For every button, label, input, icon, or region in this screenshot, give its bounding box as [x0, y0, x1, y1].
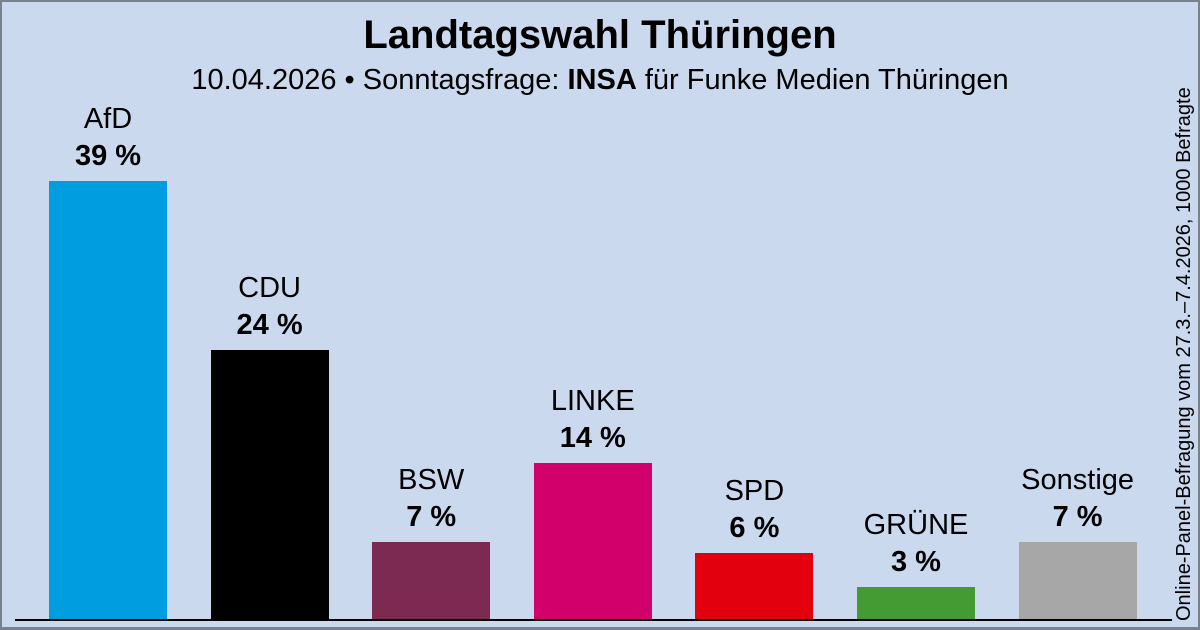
party-value: 3 %: [891, 546, 941, 578]
party-value: 7 %: [406, 501, 457, 533]
subtitle-date-segment: 10.04.2026 • Sonntagsfrage:: [191, 64, 568, 96]
bar-spd: [695, 553, 814, 621]
party-value: 24 %: [236, 309, 303, 341]
party-name: SPD: [724, 475, 785, 507]
bar-label-afd: AfD 39 %: [0, 101, 218, 175]
survey-method-note: Online-Panel-Befragung vom 27.3.–7.4.202…: [1173, 87, 1195, 621]
subtitle-institute: INSA: [567, 64, 637, 96]
party-name: AfD: [83, 103, 133, 135]
bar-label-spd: SPD 6 %: [644, 473, 864, 547]
chart-title: Landtagswahl Thüringen: [363, 13, 837, 57]
bar-linke: [533, 463, 652, 621]
bar-sonstige: [1018, 542, 1137, 621]
subtitle-client-segment: für Funke Medien Thüringen: [636, 64, 1009, 96]
party-value: 14 %: [559, 422, 626, 454]
bar-label-cdu: CDU 24 %: [160, 270, 380, 344]
bar-label-sonstige: Sonstige 7 %: [968, 462, 1188, 536]
chart-subtitle: 10.04.2026 • Sonntagsfrage: INSA für Fun…: [0, 62, 1200, 98]
bar-cdu: [210, 350, 329, 621]
bar-label-bsw: BSW 7 %: [321, 462, 541, 536]
bar-label-linke: LINKE 14 %: [483, 383, 703, 457]
party-name: CDU: [238, 272, 302, 304]
party-name: Sonstige: [1021, 464, 1135, 496]
party-value: 6 %: [729, 512, 780, 544]
party-value: 39 %: [74, 140, 142, 172]
party-name: LINKE: [550, 385, 635, 417]
bar-afd: [49, 181, 167, 621]
x-axis-baseline: [15, 619, 1172, 621]
bar-grüne: [857, 587, 975, 621]
bar-bsw: [372, 542, 491, 621]
party-name: GRÜNE: [863, 509, 969, 541]
bar-label-grüne: GRÜNE 3 %: [806, 507, 1026, 581]
party-value: 7 %: [1052, 501, 1103, 533]
party-name: BSW: [398, 464, 465, 496]
